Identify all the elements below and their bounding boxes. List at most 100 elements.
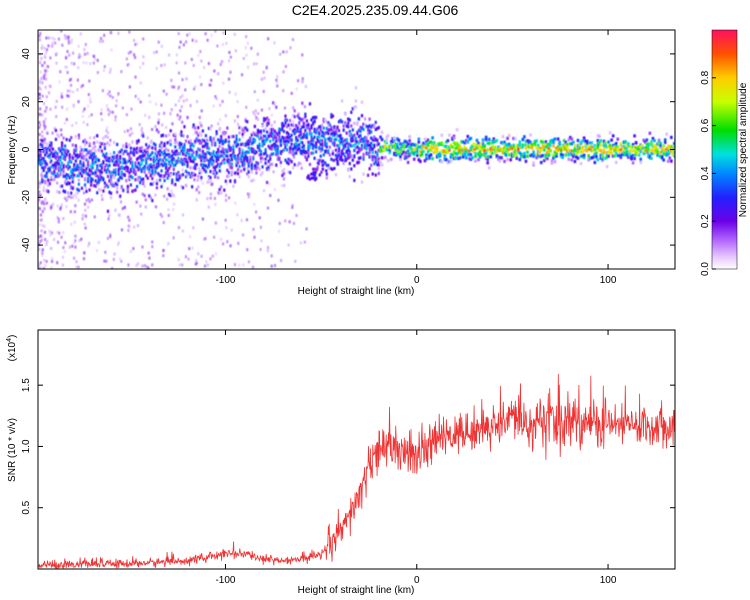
heatmap-cell — [201, 181, 205, 185]
heatmap-cell — [44, 69, 47, 73]
heatmap-cell — [172, 133, 175, 137]
heatmap-cell — [38, 235, 41, 239]
heatmap-cell — [495, 154, 499, 158]
heatmap-cell — [371, 150, 374, 155]
heatmap-cell — [41, 143, 44, 148]
heatmap-cell — [285, 160, 289, 165]
heatmap-cell — [141, 131, 144, 135]
heatmap-cell — [344, 144, 347, 148]
heatmap-cell — [211, 254, 214, 258]
heatmap-cell — [301, 80, 304, 84]
heatmap-cell — [99, 145, 102, 149]
heatmap-cell — [209, 257, 212, 261]
heatmap-cell — [141, 264, 144, 268]
heatmap-cell — [280, 184, 283, 188]
heatmap-cell — [109, 174, 113, 178]
heatmap-cell — [512, 150, 516, 155]
heatmap-cell — [279, 138, 282, 143]
heatmap-cell — [497, 148, 500, 152]
heatmap-cell — [367, 132, 370, 136]
heatmap-cell — [212, 152, 215, 156]
heatmap-cell — [129, 167, 133, 172]
heatmap-cell — [250, 133, 253, 137]
heatmap-cell — [400, 149, 404, 154]
heatmap-cell — [363, 143, 367, 147]
heatmap-cell — [357, 156, 361, 160]
heatmap-cell — [227, 59, 231, 63]
heatmap-cell — [200, 83, 203, 87]
heatmap-cell — [83, 251, 86, 255]
heatmap-cell — [287, 136, 290, 140]
heatmap-cell — [314, 115, 318, 120]
heatmap-cell — [259, 173, 263, 177]
heatmap-cell — [245, 105, 248, 109]
heatmap-cell — [117, 158, 120, 162]
heatmap-cell — [129, 127, 133, 131]
heatmap-cell — [121, 106, 124, 110]
heatmap-cell — [293, 131, 296, 136]
heatmap-cell — [535, 152, 538, 156]
heatmap-cell — [209, 157, 212, 161]
heatmap-cell — [116, 190, 119, 194]
heatmap-cell — [47, 146, 50, 150]
heatmap-cell — [572, 149, 575, 153]
heatmap-cell — [183, 162, 186, 166]
heatmap-cell — [62, 172, 65, 176]
heatmap-cell — [198, 191, 201, 195]
heatmap-cell — [212, 165, 215, 169]
heatmap-cell — [119, 156, 122, 161]
heatmap-cell — [206, 158, 209, 162]
heatmap-cell — [123, 205, 126, 210]
heatmap-cell — [365, 145, 368, 149]
heatmap-cell — [220, 191, 223, 195]
heatmap-cell — [475, 143, 479, 147]
heatmap-cell — [299, 241, 303, 245]
heatmap-cell — [48, 140, 51, 144]
heatmap-cell — [334, 131, 338, 135]
heatmap-cell — [264, 157, 267, 161]
heatmap-cell — [81, 114, 84, 118]
heatmap-cell — [141, 245, 144, 249]
heatmap-cell — [40, 201, 43, 205]
heatmap-cell — [521, 145, 525, 149]
heatmap-cell — [58, 231, 61, 235]
heatmap-cell — [132, 153, 136, 157]
heatmap-cell — [409, 151, 413, 155]
snr-panel: -100 0 100 0.51.01.5 Height of straight li… — [6, 329, 676, 596]
heatmap-cell — [342, 144, 345, 149]
heatmap-cell — [602, 139, 606, 143]
heatmap-cell — [181, 78, 184, 82]
heatmap-cell — [119, 154, 122, 159]
heatmap-cell — [337, 153, 341, 157]
heatmap-cell — [65, 55, 68, 59]
heatmap-cell — [262, 140, 266, 144]
heatmap-cell — [316, 129, 319, 134]
colorbar-tick-label: 0.2 — [700, 214, 711, 228]
heatmap-cell — [487, 137, 491, 142]
heatmap-cell — [268, 182, 271, 186]
heatmap-cell — [90, 183, 93, 187]
heatmap-cell — [396, 137, 399, 141]
heatmap-cell — [651, 149, 655, 153]
heatmap-cell — [174, 149, 177, 154]
heatmap-cell — [83, 107, 86, 111]
heatmap-cell — [207, 162, 211, 167]
heatmap-cell — [275, 136, 278, 140]
heatmap-cell — [134, 150, 137, 154]
heatmap-cell — [215, 164, 218, 168]
heatmap-cell — [266, 154, 269, 158]
heatmap-cell — [331, 167, 334, 171]
heatmap-cell — [77, 136, 81, 140]
heatmap-cell — [288, 135, 292, 139]
heatmap-cell — [186, 151, 189, 155]
heatmap-cell — [262, 134, 266, 138]
heatmap-cell — [151, 165, 154, 169]
heatmap-cell — [373, 125, 376, 129]
heatmap-cell — [474, 151, 477, 155]
heatmap-cell — [662, 152, 665, 156]
heatmap-cell — [95, 249, 99, 253]
heatmap-cell — [193, 178, 196, 182]
heatmap-cell — [351, 137, 354, 141]
heatmap-cell — [377, 163, 380, 167]
heatmap-cell — [268, 107, 271, 111]
